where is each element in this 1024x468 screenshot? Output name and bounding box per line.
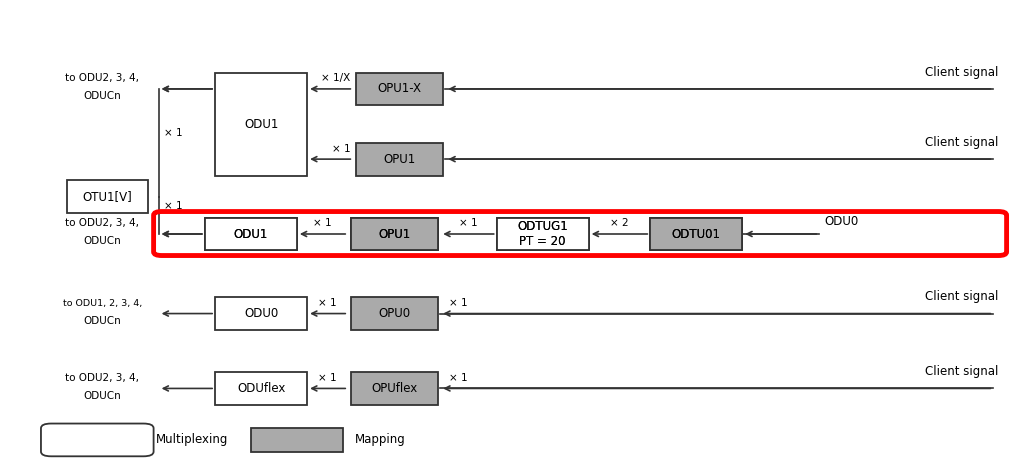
Text: Client signal: Client signal [925,136,998,149]
Text: to ODU2, 3, 4,: to ODU2, 3, 4, [66,219,139,228]
Text: × 1: × 1 [164,201,182,211]
Text: ODTUG1
PT = 20: ODTUG1 PT = 20 [517,220,568,248]
FancyBboxPatch shape [650,218,742,250]
FancyBboxPatch shape [497,218,589,250]
Text: ODU1: ODU1 [233,227,268,241]
Text: OPU1: OPU1 [378,227,411,241]
FancyBboxPatch shape [650,218,742,250]
Text: × 1: × 1 [313,219,332,228]
Text: Multiplexing: Multiplexing [156,433,228,446]
Text: OPU1: OPU1 [383,153,416,166]
Text: OTU1[V]: OTU1[V] [83,190,132,203]
Text: ODUCn: ODUCn [84,236,121,246]
Text: × 1: × 1 [449,298,467,308]
FancyBboxPatch shape [356,73,443,105]
FancyBboxPatch shape [350,218,438,250]
FancyBboxPatch shape [41,424,154,456]
Text: × 1: × 1 [459,219,478,228]
Text: Client signal: Client signal [925,66,998,79]
Text: ODU0: ODU0 [824,215,858,228]
Text: × 1: × 1 [318,298,337,308]
FancyBboxPatch shape [205,218,297,250]
Text: Client signal: Client signal [925,290,998,303]
Text: × 1: × 1 [164,128,182,138]
Text: × 1: × 1 [332,144,350,154]
Text: ODUCn: ODUCn [84,316,121,326]
Text: × 1: × 1 [449,373,467,383]
Text: ODU1: ODU1 [244,117,279,131]
Text: Client signal: Client signal [925,365,998,378]
FancyBboxPatch shape [350,372,438,405]
Text: ODTU01: ODTU01 [672,227,721,241]
Text: ODU0: ODU0 [244,307,279,320]
Text: OPU1-X: OPU1-X [378,82,421,95]
FancyBboxPatch shape [350,218,438,250]
Text: Mapping: Mapping [355,433,407,446]
Text: ODTU01: ODTU01 [672,227,721,241]
Text: × 1: × 1 [318,373,337,383]
Text: ODTUG1
PT = 20: ODTUG1 PT = 20 [517,220,568,248]
Text: OPUflex: OPUflex [371,382,418,395]
FancyBboxPatch shape [215,297,307,330]
Text: ODUCn: ODUCn [84,91,121,101]
Text: ODUflex: ODUflex [237,382,286,395]
FancyBboxPatch shape [67,180,148,213]
Text: ODU1: ODU1 [233,227,268,241]
FancyBboxPatch shape [251,428,343,452]
Text: × 2: × 2 [610,219,629,228]
FancyBboxPatch shape [215,372,307,405]
Text: to ODU1, 2, 3, 4,: to ODU1, 2, 3, 4, [62,299,142,308]
Text: × 1/X: × 1/X [321,73,350,83]
Text: OPU0: OPU0 [378,307,411,320]
Text: to ODU2, 3, 4,: to ODU2, 3, 4, [66,373,139,383]
Text: to ODU2, 3, 4,: to ODU2, 3, 4, [66,73,139,83]
FancyBboxPatch shape [350,297,438,330]
FancyBboxPatch shape [497,218,589,250]
FancyBboxPatch shape [215,73,307,176]
FancyBboxPatch shape [356,143,443,176]
FancyBboxPatch shape [205,218,297,250]
Text: ODUCn: ODUCn [84,391,121,401]
Text: OPU1: OPU1 [378,227,411,241]
